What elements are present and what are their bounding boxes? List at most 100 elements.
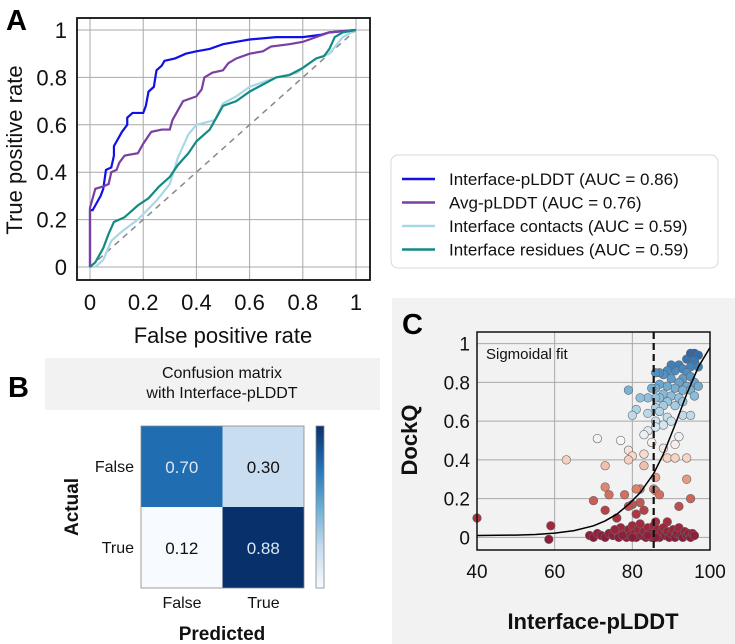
panel-label-a: A [6, 5, 27, 37]
panel-label-c: C [402, 309, 423, 341]
roc-x-tick-label: 0.6 [234, 290, 265, 315]
scatter-y-tick-label: 0.8 [444, 373, 470, 394]
scatter-point [666, 373, 676, 384]
scatter-point [658, 420, 669, 430]
panel-b: B Confusion matrix with Interface-pLDDT … [8, 358, 380, 644]
roc-x-tick-label: 0.4 [181, 290, 212, 315]
confusion-matrix-cell [222, 426, 304, 507]
confusion-title-line-2: with Interface-pLDDT [145, 385, 297, 402]
scatter-point [639, 430, 649, 440]
scatter-point [592, 433, 602, 444]
scatter-point [685, 410, 696, 420]
scatter-point [610, 525, 620, 535]
scatter-point [654, 406, 665, 417]
roc-axes-frame [76, 17, 371, 281]
scatter-y-tick-label: 0 [459, 528, 470, 549]
scatter-point [682, 474, 692, 484]
roc-y-axis-label: True positive rate [2, 65, 27, 234]
legend-entry-label: Interface residues (AUC = 0.59) [449, 241, 689, 260]
confusion-cell-value: 0.30 [247, 458, 280, 477]
scatter-point [643, 393, 653, 403]
roc-y-tick-label: 0.8 [36, 65, 67, 90]
scatter-point [643, 530, 653, 541]
scatter-point [635, 519, 645, 529]
roc-x-tick-label: 0 [84, 290, 96, 315]
panel-label-b: B [8, 372, 29, 404]
scatter-point [666, 416, 676, 426]
roc-curve-line [88, 28, 357, 267]
scatter-x-tick-label: 100 [694, 562, 726, 583]
scatter-point [561, 455, 571, 465]
roc-y-tick-label: 1 [55, 18, 67, 43]
confusion-matrix-cell [141, 426, 223, 507]
scatter-point [631, 484, 641, 494]
scatter-point [635, 393, 645, 403]
confusion-col-label: False [162, 595, 201, 612]
scatter-point [689, 530, 700, 541]
confusion-x-axis-label: Predicted [179, 624, 266, 644]
scatter-x-tick-label: 80 [622, 562, 643, 583]
scatter-point [670, 383, 680, 393]
scatter-point [623, 385, 634, 395]
scatter-point [600, 505, 610, 515]
chance-diagonal-line [89, 29, 357, 268]
scatter-axes-frame [476, 331, 711, 551]
scatter-y-axis-label: DockQ [397, 405, 422, 476]
legend-entry-label: Avg-pLDDT (AUC = 0.76) [449, 194, 642, 213]
roc-curve-line [89, 28, 357, 268]
scatter-point [635, 497, 645, 508]
scatter-point [693, 381, 703, 391]
confusion-title-box [45, 358, 380, 410]
scatter-point [678, 385, 688, 395]
scatter-point [639, 461, 649, 471]
confusion-y-axis-label: Actual [62, 478, 83, 536]
roc-y-tick-label: 0.6 [36, 113, 67, 138]
scatter-point [662, 453, 672, 463]
scatter-point [682, 453, 692, 463]
roc-y-tick-label: 0.4 [36, 160, 67, 185]
roc-y-tick-label: 0 [55, 255, 67, 280]
scatter-point [627, 532, 637, 543]
scatter-point [627, 410, 637, 420]
roc-x-axis-label: False positive rate [134, 323, 313, 348]
scatter-point [639, 505, 649, 515]
roc-legend: Interface-pLDDT (AUC = 0.86) Avg-pLDDT (A… [390, 154, 719, 269]
confusion-matrix-cell [141, 507, 223, 588]
roc-x-tick-label: 0.8 [288, 290, 319, 315]
scatter-point [670, 401, 680, 411]
scatter-x-axis-label: Interface-pLDDT [507, 609, 679, 634]
colorbar [315, 425, 325, 589]
scatter-point [616, 435, 626, 446]
confusion-cell-value: 0.88 [247, 539, 280, 558]
scatter-point [685, 494, 696, 504]
legend-entry-label: Interface contacts (AUC = 0.59) [449, 217, 688, 236]
panel-a: A 00 0.2 0.2 0.4 0.4 0.6 0.6 0.8 0.8 1 1 False pos… [2, 5, 371, 348]
scatter-y-tick-label: 0.2 [444, 490, 470, 511]
scatter-point [689, 391, 700, 401]
scatter-point [631, 509, 641, 519]
scatter-point [600, 461, 610, 471]
scatter-point [674, 501, 684, 512]
scatter-point [670, 439, 680, 449]
scatter-point [674, 432, 684, 442]
confusion-cell-value: 0.12 [165, 539, 198, 558]
scatter-y-tick-label: 0.6 [444, 412, 470, 433]
roc-curve-line [88, 28, 357, 267]
scatter-point [604, 490, 614, 500]
scatter-point [588, 495, 599, 506]
confusion-cell-value: 0.70 [165, 458, 198, 477]
scatter-x-tick-label: 60 [544, 562, 565, 583]
scatter-point [662, 381, 672, 391]
confusion-col-label: True [247, 595, 279, 612]
confusion-matrix-frame [140, 425, 305, 589]
scatter-point [619, 490, 630, 500]
panel-c: C Sigmoidal fit 40 60 80 10000.20.40.60.81 … [392, 298, 735, 644]
legend-entry-label: Interface-pLDDT (AUC = 0.86) [449, 170, 679, 189]
scatter-point [600, 482, 610, 492]
scatter-point [546, 521, 556, 531]
scatter-point [623, 455, 634, 465]
confusion-row-label: True [102, 540, 134, 557]
confusion-row-label: False [95, 459, 134, 476]
legend-box [390, 154, 719, 269]
